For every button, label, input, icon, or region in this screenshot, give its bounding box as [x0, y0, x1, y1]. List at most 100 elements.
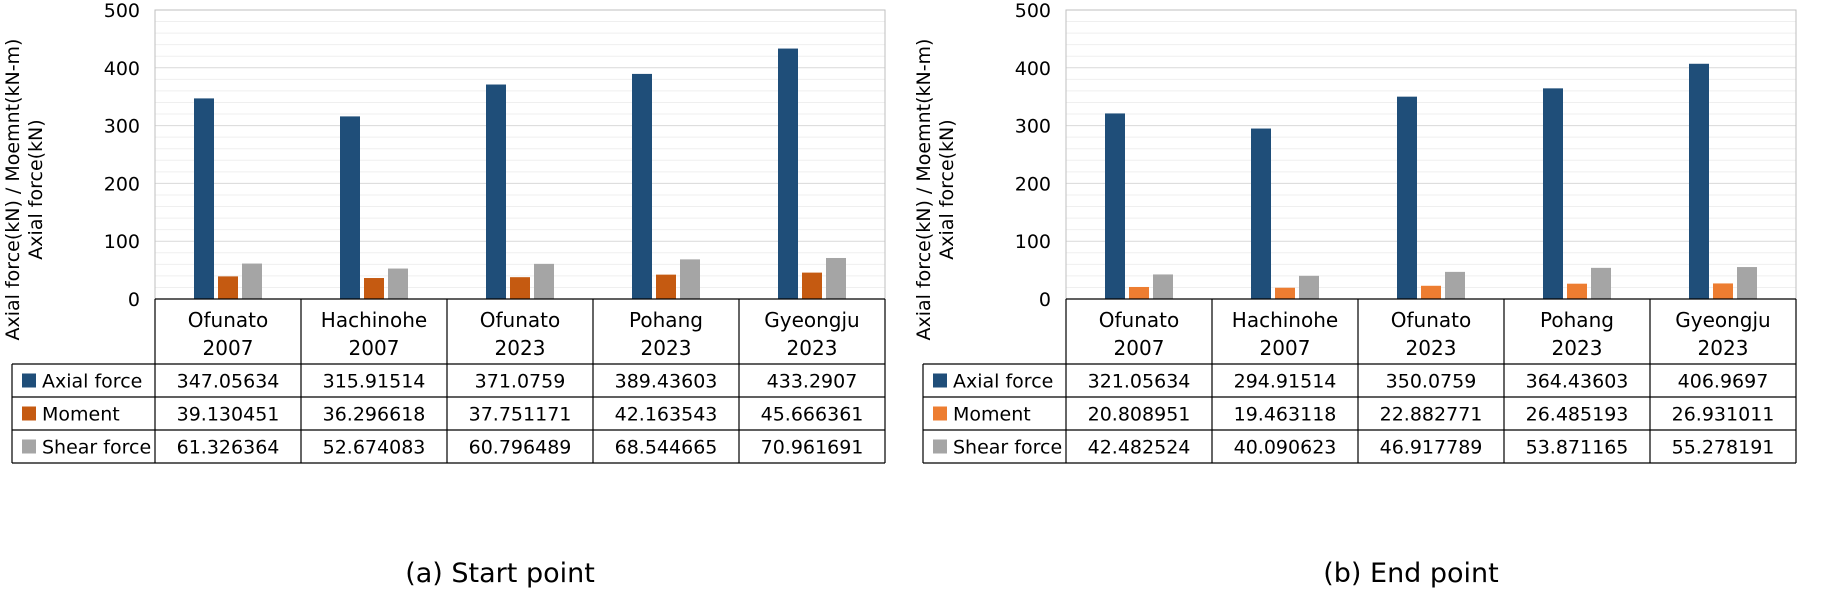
data-label: 39.130451: [177, 404, 280, 426]
y-tick-label: 400: [104, 58, 140, 80]
data-label: 347.05634: [177, 371, 280, 393]
category-label-year: 2023: [641, 336, 692, 360]
data-label: 26.485193: [1526, 404, 1629, 426]
bar-shear-force: [1591, 267, 1611, 299]
plot-area-border: [1065, 9, 1797, 300]
bar-shear-force: [1299, 275, 1319, 299]
chart-panel-end: 0 100 200 300 400 500 Axial force(kN) / Moemnt…: [911, 0, 1822, 603]
data-label: 389.43603: [615, 371, 718, 393]
data-label: 406.9697: [1678, 371, 1769, 393]
category-label-year: 2023: [1406, 336, 1457, 360]
y-axis-label-line2: Axial force(kN): [936, 119, 958, 259]
bar-axial-force: [1251, 128, 1271, 299]
data-label: 40.090623: [1234, 437, 1337, 459]
data-label: 19.463118: [1234, 404, 1337, 426]
category-label-name: Hachinohe: [321, 308, 427, 332]
category-label-name: Pohang: [1540, 308, 1614, 332]
chart-end-point: 0 100 200 300 400 500 Axial force(kN) / Moemnt…: [913, 0, 1797, 589]
category-label-year: 2007: [1114, 336, 1165, 360]
category-label-year: 2023: [1552, 336, 1603, 360]
y-axis-label-line1: Axial force(kN) / Moemnt(kN-m): [913, 39, 935, 341]
bar-moment: [802, 272, 822, 299]
bar-shear-force: [388, 268, 408, 299]
bar-axial-force: [340, 116, 360, 299]
y-tick-label: 500: [1015, 0, 1051, 22]
chart-panel-start: 0 100 200 300 400 500 Axial force(kN) / Moemnt…: [0, 0, 911, 603]
legend-key: [22, 406, 36, 421]
data-label: 61.326364: [177, 437, 280, 459]
category-label-year: 2007: [349, 336, 400, 360]
bar-moment: [218, 276, 238, 299]
legend-entry: Axial force: [953, 371, 1053, 393]
data-label: 371.0759: [475, 371, 566, 393]
bar-moment: [1421, 285, 1441, 299]
legend-key: [22, 439, 36, 454]
y-tick-label: 300: [1015, 116, 1051, 138]
y-tick-label: 500: [104, 0, 140, 22]
bar-shear-force: [680, 259, 700, 299]
legend-key: [933, 439, 947, 454]
data-label: 350.0759: [1386, 371, 1477, 393]
data-label: 52.674083: [323, 437, 426, 459]
bar-shear-force: [1445, 271, 1465, 299]
bar-moment: [364, 278, 384, 299]
data-label: 26.931011: [1672, 404, 1775, 426]
category-label-year: 2007: [1260, 336, 1311, 360]
bar-axial-force: [778, 48, 798, 299]
category-label-name: Gyeongju: [1675, 308, 1770, 332]
data-label: 42.482524: [1088, 437, 1191, 459]
legend-entry: Moment: [42, 404, 120, 426]
legend-entry: Moment: [953, 404, 1031, 426]
bar-shear-force: [1737, 267, 1757, 299]
y-tick-label: 0: [128, 289, 140, 311]
bar-shear-force: [242, 263, 262, 299]
category-label-year: 2023: [787, 336, 838, 360]
data-label: 20.808951: [1088, 404, 1191, 426]
data-label: 42.163543: [615, 404, 718, 426]
y-tick-label: 100: [1015, 231, 1051, 253]
bar-axial-force: [632, 73, 652, 299]
legend-key: [933, 406, 947, 421]
bar-axial-force: [1689, 63, 1709, 299]
bar-moment: [1275, 287, 1295, 299]
bar-axial-force: [1543, 88, 1563, 299]
legend-key: [933, 373, 947, 388]
category-label-year: 2023: [1698, 336, 1749, 360]
data-label: 36.296618: [323, 404, 426, 426]
data-label: 294.91514: [1234, 371, 1337, 393]
category-label-name: Ofunato: [480, 308, 560, 332]
bar-axial-force: [194, 98, 214, 300]
y-axis-label-line2: Axial force(kN): [25, 119, 47, 259]
data-label: 22.882771: [1380, 404, 1483, 426]
bar-moment: [510, 277, 530, 299]
legend-entry: Axial force: [42, 371, 142, 393]
category-label-name: Gyeongju: [764, 308, 859, 332]
data-label: 46.917789: [1380, 437, 1483, 459]
category-label-name: Hachinohe: [1232, 308, 1338, 332]
y-tick-label: 100: [104, 231, 140, 253]
data-label: 433.2907: [767, 371, 858, 393]
data-label: 55.278191: [1672, 437, 1775, 459]
data-label: 315.91514: [323, 371, 426, 393]
legend-entry: Shear force: [42, 437, 151, 459]
bar-moment: [656, 274, 676, 299]
data-label: 45.666361: [761, 404, 864, 426]
y-tick-label: 200: [104, 173, 140, 195]
y-tick-label: 200: [1015, 173, 1051, 195]
chart-start-point: 0 100 200 300 400 500 Axial force(kN) / Moemnt…: [2, 0, 886, 589]
chart-caption: (a) Start point: [405, 558, 595, 589]
y-axis-label-line1: Axial force(kN) / Moemnt(kN-m): [2, 39, 24, 341]
data-label: 60.796489: [469, 437, 572, 459]
category-label-name: Ofunato: [1391, 308, 1471, 332]
bar-moment: [1567, 283, 1587, 299]
category-label-name: Ofunato: [1099, 308, 1179, 332]
data-label: 53.871165: [1526, 437, 1629, 459]
y-tick-label: 400: [1015, 58, 1051, 80]
data-label: 321.05634: [1088, 371, 1191, 393]
y-tick-label: 0: [1039, 289, 1051, 311]
data-label: 364.43603: [1526, 371, 1629, 393]
bar-shear-force: [826, 257, 846, 299]
bar-moment: [1129, 286, 1149, 299]
bar-axial-force: [486, 84, 506, 299]
bar-axial-force: [1397, 96, 1417, 299]
